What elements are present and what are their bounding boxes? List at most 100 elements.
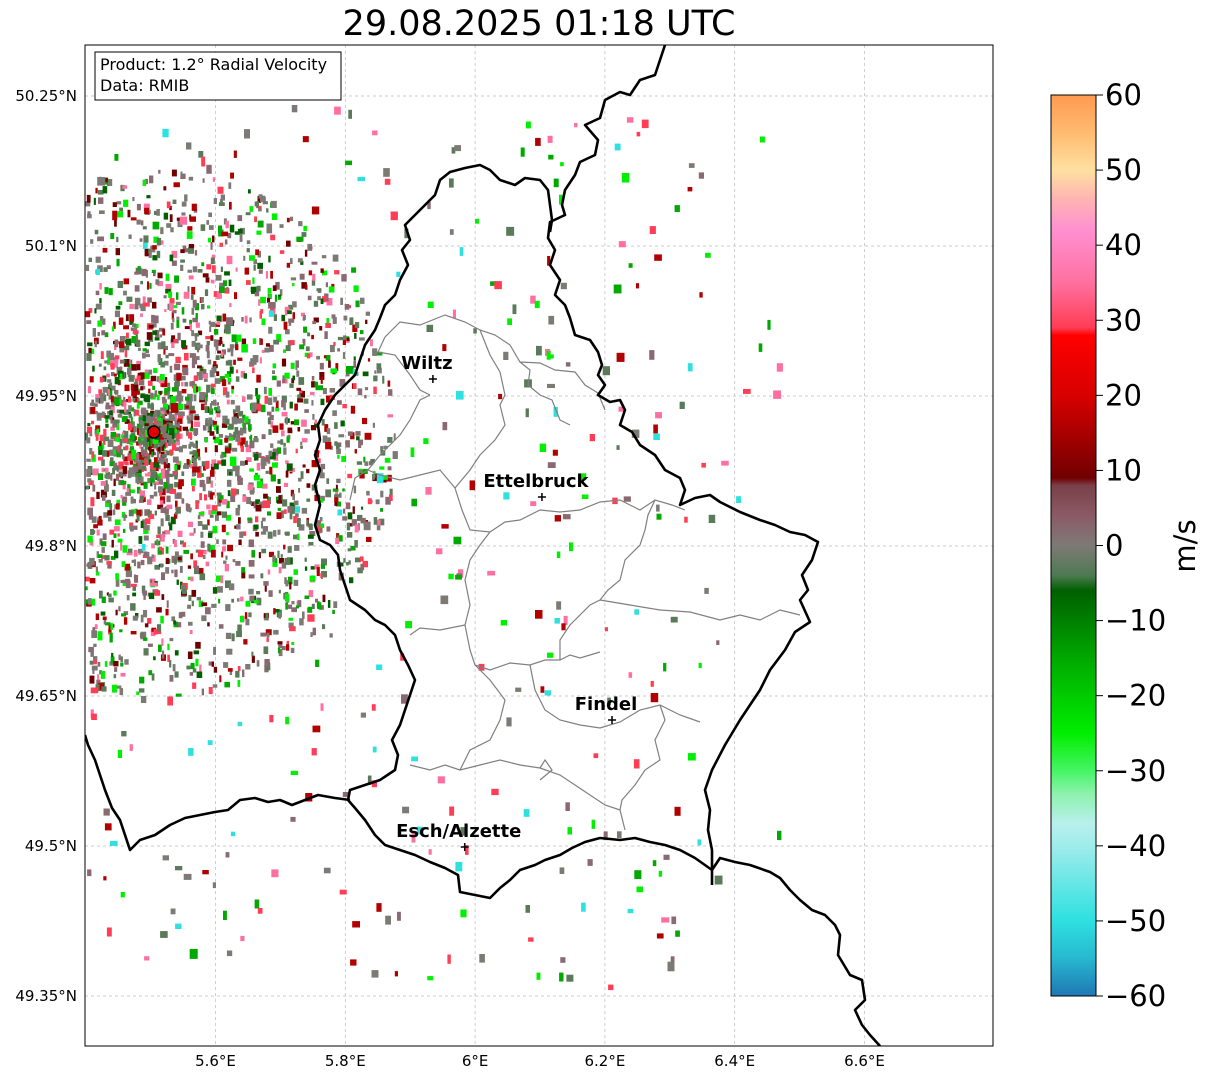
radar-echo-pixel (228, 279, 232, 286)
radar-echo-pixel (156, 209, 160, 216)
radar-echo-pixel (214, 378, 221, 384)
radar-echo-pixel (255, 388, 258, 396)
radar-echo-pixel (171, 335, 176, 344)
radar-echo-pixel (147, 281, 150, 289)
radar-echo-pixel (322, 624, 326, 630)
radar-echo-pixel (304, 409, 309, 413)
radar-echo-pixel (188, 748, 194, 756)
radar-echo-pixel (623, 496, 631, 502)
radar-echo-pixel (322, 594, 326, 603)
radar-echo-pixel (291, 607, 297, 613)
radar-echo-pixel (559, 867, 565, 874)
radar-echo-pixel (411, 498, 417, 507)
radar-echo-pixel (283, 509, 287, 514)
radar-echo-pixel (285, 580, 289, 587)
radar-echo-pixel (234, 231, 240, 235)
radar-echo-pixel (182, 588, 187, 595)
radar-echo-pixel (218, 229, 224, 237)
radar-echo-pixel (157, 411, 160, 417)
radar-echo-pixel (427, 976, 434, 981)
radar-echo-pixel (157, 476, 160, 481)
radar-echo-pixel (205, 345, 210, 352)
radar-echo-pixel (109, 632, 113, 643)
radar-echo-pixel (272, 462, 278, 468)
radar-echo-pixel (343, 315, 348, 321)
radar-echo-pixel (292, 375, 295, 381)
radar-echo-pixel (387, 414, 394, 418)
radar-echo-pixel (301, 282, 307, 289)
radar-echo-pixel (338, 434, 345, 438)
radar-echo-pixel (92, 328, 96, 337)
radar-echo-pixel (224, 324, 231, 334)
radar-echo-pixel (260, 632, 267, 637)
radar-echo-pixel (342, 404, 347, 409)
radar-echo-pixel (130, 496, 134, 504)
radar-echo-pixel (102, 437, 106, 445)
radar-echo-pixel (456, 391, 464, 400)
radar-echo-pixel (110, 473, 113, 481)
radar-echo-pixel (384, 178, 391, 185)
radar-echo-pixel (254, 436, 258, 440)
radar-echo-pixel (99, 670, 102, 675)
radar-echo-pixel (256, 398, 260, 406)
radar-echo-pixel (207, 622, 210, 627)
radar-echo-pixel (165, 567, 170, 574)
radar-echo-pixel (143, 437, 147, 444)
radar-echo-pixel (377, 351, 383, 356)
radar-echo-pixel (286, 310, 292, 315)
radar-echo-pixel (631, 429, 640, 438)
radar-echo-pixel (94, 624, 98, 630)
radar-echo-pixel (314, 381, 318, 387)
radar-echo-pixel (460, 827, 467, 836)
radar-echo-pixel (229, 303, 232, 308)
radar-echo-pixel (257, 250, 261, 258)
radar-echo-pixel (216, 539, 219, 544)
radar-echo-pixel (87, 478, 92, 483)
radar-echo-pixel (142, 242, 148, 249)
radar-echo-pixel (100, 481, 106, 486)
radar-echo-pixel (268, 590, 273, 597)
radar-echo-pixel (234, 427, 239, 434)
radar-echo-pixel (636, 886, 643, 893)
radar-echo-pixel (130, 603, 136, 611)
radar-echo-pixel (85, 264, 90, 271)
radar-echo-pixel (183, 465, 189, 469)
radar-echo-pixel (230, 399, 235, 405)
radar-echo-pixel (140, 520, 144, 529)
radar-echo-pixel (547, 383, 555, 388)
radar-echo-pixel (142, 296, 146, 304)
radar-echo-pixel (616, 352, 625, 362)
radar-echo-pixel (177, 379, 180, 387)
radar-echo-pixel (283, 447, 287, 455)
radar-echo-pixel (260, 573, 264, 579)
radar-echo-pixel (166, 409, 170, 414)
radar-echo-pixel (199, 370, 204, 374)
radar-echo-pixel (198, 512, 205, 516)
radar-echo-pixel (317, 520, 322, 524)
radar-echo-pixel (528, 937, 534, 942)
radar-echo-pixel (109, 413, 114, 421)
radar-echo-pixel (138, 453, 145, 460)
radar-echo-pixel (714, 875, 723, 885)
radar-echo-pixel (210, 480, 213, 488)
radar-echo-pixel (102, 186, 108, 194)
radar-echo-pixel (223, 662, 229, 668)
radar-echo-pixel (560, 957, 566, 963)
radar-echo-pixel (196, 386, 198, 393)
radar-echo-pixel (388, 389, 393, 396)
radar-echo-pixel (227, 490, 231, 497)
radar-echo-pixel (125, 580, 131, 589)
radar-echo-pixel (189, 381, 196, 387)
radar-echo-pixel (109, 460, 115, 467)
radar-echo-pixel (288, 622, 294, 628)
radar-echo-pixel (243, 422, 246, 430)
radar-echo-pixel (212, 684, 218, 688)
radar-echo-pixel (159, 391, 162, 396)
radar-echo-pixel (387, 466, 392, 471)
radar-echo-pixel (144, 459, 149, 466)
radar-echo-pixel (119, 629, 123, 633)
radar-echo-pixel (234, 489, 240, 495)
radar-echo-pixel (258, 299, 261, 306)
radar-echo-pixel (116, 503, 120, 510)
radar-echo-pixel (101, 596, 106, 603)
